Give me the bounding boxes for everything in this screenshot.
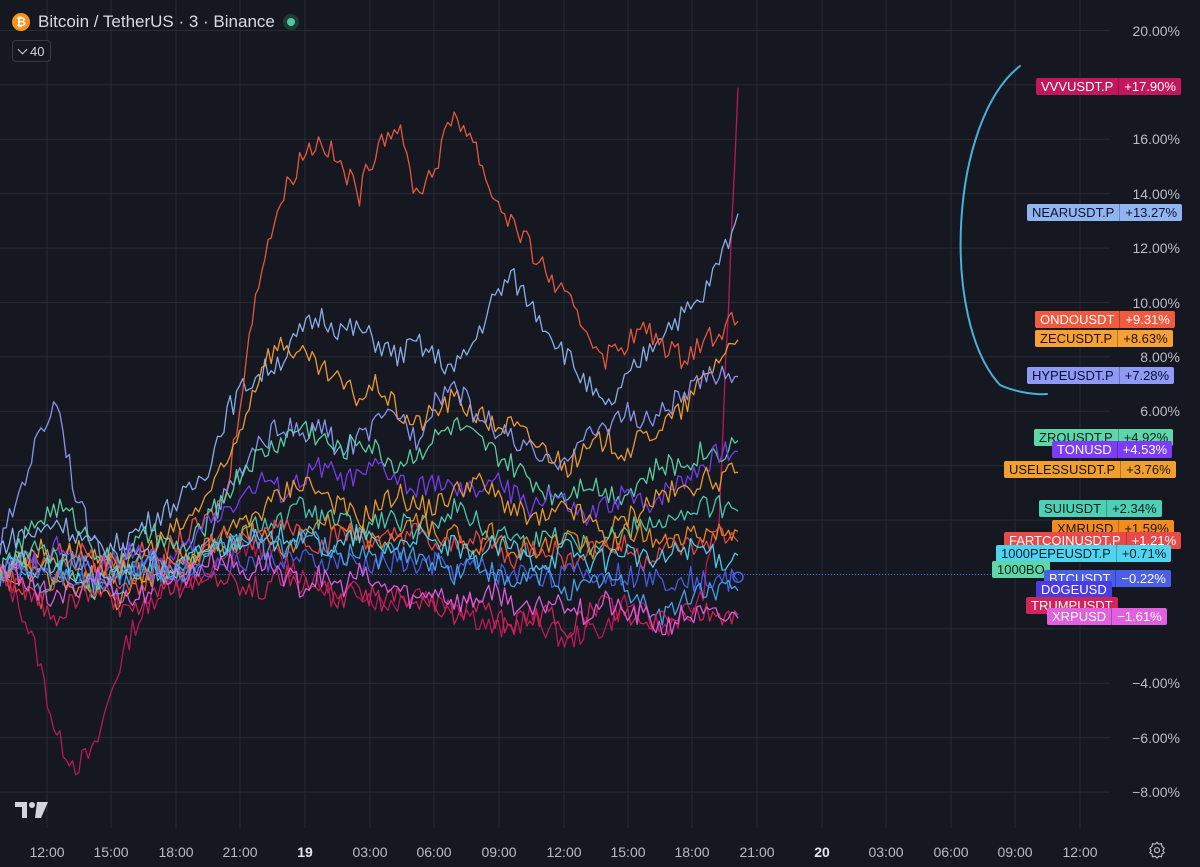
x-tick-label: 21:00 — [222, 844, 258, 860]
x-tick-label: 18:00 — [158, 844, 194, 860]
y-tick-label: 12.00% — [1132, 240, 1180, 257]
series-label-value: +4.53% — [1116, 441, 1172, 458]
chevron-down-icon — [17, 44, 28, 55]
y-tick-label: 6.00% — [1140, 403, 1180, 420]
series-label[interactable]: VVVUSDT.P +17.90% — [1036, 78, 1181, 95]
x-tick-label: 12:00 — [29, 844, 65, 860]
series-label-value: +8.63% — [1117, 330, 1172, 347]
last-point-marker — [732, 571, 744, 583]
series-label-name: VVVUSDT.P — [1041, 79, 1114, 94]
y-tick-label: −6.00% — [1132, 729, 1180, 746]
x-tick-label: 06:00 — [416, 844, 452, 860]
series-label[interactable]: DOGEUSD — [1036, 581, 1112, 598]
series-label[interactable]: FARTCOINUSDT.P +1.21% — [1004, 532, 1182, 549]
series-label-value: −1.61% — [1111, 608, 1166, 625]
series-line-fartcoinusdt-p — [0, 518, 739, 610]
series-line-btcusdt — [0, 548, 739, 593]
x-tick-label: 06:00 — [933, 844, 969, 860]
bitcoin-icon: ₿ — [12, 13, 30, 31]
series-label-value: +9.31% — [1119, 311, 1174, 328]
series-label-name: DOGEUSD — [1041, 582, 1107, 597]
series-label[interactable]: HYPEUSDT.P +7.28% — [1027, 367, 1175, 384]
tradingview-logo-icon[interactable] — [14, 800, 50, 820]
series-line-trumpusdt — [0, 564, 739, 639]
annotation-bracket — [959, 65, 1048, 396]
series-line-dogeusd — [0, 527, 739, 626]
series-label[interactable]: ZECUSDT.P +8.63% — [1035, 330, 1173, 347]
series-label-name: HYPEUSDT.P — [1032, 368, 1114, 383]
y-tick-label: −8.00% — [1132, 784, 1180, 801]
y-tick-label: 8.00% — [1140, 348, 1180, 365]
series-label[interactable]: XRPUSD −1.61% — [1047, 608, 1167, 625]
y-tick-label: 10.00% — [1132, 294, 1180, 311]
x-tick-label: 03:00 — [868, 844, 904, 860]
indicator-count: 40 — [30, 43, 45, 59]
x-tick-label: 21:00 — [739, 844, 775, 860]
chart-header: ₿ Bitcoin / TetherUS · 3 · Binance — [12, 10, 299, 34]
x-tick-label: 15:00 — [93, 844, 129, 860]
series-label-name: SUIUSDT — [1044, 501, 1102, 516]
y-tick-label: 14.00% — [1132, 185, 1180, 202]
x-tick-label: 12:00 — [546, 844, 582, 860]
series-line-1000pepeusdt-p — [0, 523, 739, 599]
series-label-value: +13.27% — [1119, 204, 1182, 221]
series-label-name: XRPUSD — [1052, 609, 1107, 624]
x-tick-label: 12:00 — [1062, 844, 1098, 860]
gear-icon[interactable] — [1148, 841, 1166, 859]
x-tick-label: 18:00 — [674, 844, 710, 860]
series-label-value: +3.76% — [1120, 461, 1175, 478]
chart-title[interactable]: Bitcoin / TetherUS · 3 · Binance — [38, 12, 275, 31]
series-label[interactable]: SUIUSDT +2.34% — [1039, 500, 1162, 517]
series-label-value: +17.90% — [1118, 78, 1181, 95]
x-tick-label: 20 — [814, 844, 830, 860]
x-tick-label: 09:00 — [481, 844, 517, 860]
series-label-name: TONUSD — [1057, 442, 1112, 457]
series-label-name: ZECUSDT.P — [1040, 331, 1113, 346]
series-line-zrousdt-p — [0, 417, 739, 586]
live-dot-icon — [282, 14, 299, 30]
series-label-value: +7.28% — [1118, 367, 1174, 384]
y-tick-label: 20.00% — [1132, 22, 1180, 39]
x-tick-label: 09:00 — [997, 844, 1033, 860]
series-label-value: +1.21% — [1125, 532, 1181, 549]
series-label[interactable]: NEARUSDT.P +13.27% — [1027, 204, 1183, 221]
series-label[interactable]: TONUSD +4.53% — [1052, 441, 1173, 458]
series-label-name: 1000PEPEUSDT.P — [1001, 546, 1111, 561]
series-label-value: +0.71% — [1115, 545, 1171, 562]
series-label[interactable]: ONDOUSDT +9.31% — [1035, 311, 1175, 328]
series-line-vvvusdt-p — [0, 87, 739, 776]
series-line-hypeusdt-p — [0, 365, 739, 574]
series-label[interactable]: USELESSUSDT.P +3.76% — [1004, 461, 1176, 478]
series-label-name: 1000BO — [997, 562, 1045, 577]
series-label-value: −0.22% — [1115, 570, 1170, 587]
series-label[interactable]: 1000PEPEUSDT.P +0.71% — [996, 545, 1172, 562]
x-tick-label: 19 — [297, 844, 313, 860]
series-label-name: USELESSUSDT.P — [1009, 462, 1116, 477]
series-label-name: ONDOUSDT — [1040, 312, 1115, 327]
series-label-name: FARTCOINUSDT.P — [1009, 533, 1121, 548]
series-line-xrpusd — [0, 548, 739, 636]
y-tick-label: 16.00% — [1132, 131, 1180, 148]
collapse-indicators-button[interactable]: 40 — [12, 40, 52, 62]
x-tick-label: 15:00 — [610, 844, 646, 860]
y-tick-label: −4.00% — [1132, 675, 1180, 692]
series-label-name: NEARUSDT.P — [1032, 205, 1115, 220]
x-tick-label: 03:00 — [352, 844, 388, 860]
series-label[interactable]: 1000BO — [992, 561, 1050, 578]
series-label-value: +2.34% — [1106, 500, 1161, 517]
